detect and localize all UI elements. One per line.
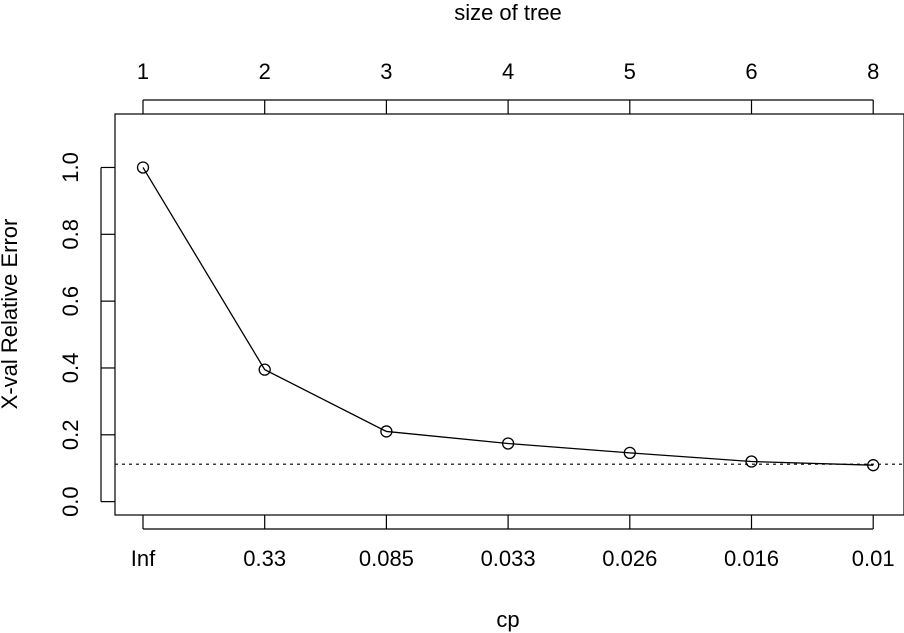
y-tick-label: 0.6 [58, 286, 83, 317]
data-point [867, 459, 880, 472]
y-tick-label: 0.8 [58, 219, 83, 250]
top-tick-label: 1 [137, 59, 149, 84]
x-tick-label: 0.33 [243, 546, 286, 571]
data-point [258, 363, 271, 376]
bottom-axis: Inf 0.33 0.085 0.033 0.026 0.016 0.01 [131, 515, 895, 571]
data-point [380, 425, 393, 438]
y-tick-label: 1.0 [58, 152, 83, 183]
top-tick-label: 5 [624, 59, 636, 84]
data-point [745, 455, 758, 468]
data-point [623, 446, 636, 459]
top-axis: 1 2 3 4 5 6 8 [137, 59, 879, 114]
y-tick-label: 0.4 [58, 353, 83, 384]
x-axis-title: cp [496, 607, 519, 632]
top-tick-label: 6 [745, 59, 757, 84]
top-tick-label: 3 [380, 59, 392, 84]
top-tick-label: 4 [502, 59, 514, 84]
x-tick-label: Inf [131, 546, 156, 571]
data-point [136, 161, 150, 174]
plot-box [114, 113, 904, 516]
x-tick-label: 0.033 [481, 546, 536, 571]
left-axis: 0.0 0.2 0.4 0.6 0.8 1.0 [58, 152, 115, 517]
series-points [136, 161, 880, 472]
data-point [501, 437, 515, 450]
y-axis-title: X-val Relative Error [0, 219, 22, 410]
x-tick-label: 0.026 [602, 546, 657, 571]
y-tick-label: 0.2 [58, 420, 83, 451]
top-tick-label: 2 [259, 59, 271, 84]
top-tick-label: 8 [867, 59, 879, 84]
y-tick-label: 0.0 [58, 486, 83, 517]
x-tick-label: 0.01 [852, 546, 895, 571]
top-axis-title: size of tree [454, 0, 562, 25]
x-tick-label: 0.085 [359, 546, 414, 571]
x-tick-label: 0.016 [724, 546, 779, 571]
series-line [142, 167, 874, 466]
